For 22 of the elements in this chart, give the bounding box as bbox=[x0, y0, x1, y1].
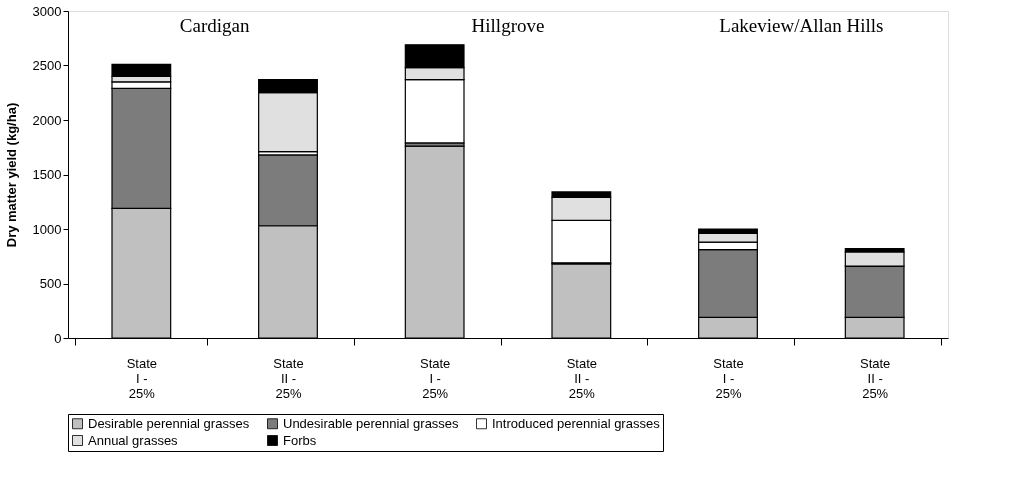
y-tick-label: 3000 bbox=[32, 3, 62, 19]
annotation: Hillgrove bbox=[471, 15, 545, 36]
y-tick-label: 1500 bbox=[32, 167, 62, 182]
x-tick-label: State I - 25% bbox=[419, 355, 451, 401]
y-tick-label: 500 bbox=[39, 276, 62, 291]
legend-label: Desirable perennial grasses bbox=[88, 415, 250, 431]
x-tick-label: State II - 25% bbox=[859, 355, 891, 401]
legend-label: Forbs bbox=[283, 432, 317, 448]
annotation: Lakeview/Allan Hills bbox=[719, 15, 884, 36]
y-tick-label: 0 bbox=[54, 330, 62, 346]
x-tick-label: State II - 25% bbox=[273, 355, 304, 401]
legend-label: Undesirable perennial grasses bbox=[283, 415, 460, 431]
x-tick-label: State I - 25% bbox=[126, 355, 158, 401]
x-tick-label: State II - 25% bbox=[566, 355, 598, 401]
legend-label: Annual grasses bbox=[88, 432, 179, 448]
y-tick-label: 1000 bbox=[32, 221, 62, 237]
y-tick-label: 2000 bbox=[32, 112, 62, 128]
x-tick-label: State I - 25% bbox=[713, 355, 744, 401]
legend-label: Introduced perennial grasses bbox=[492, 415, 661, 431]
y-axis-title: Dry matter yield (kg/ha) bbox=[3, 102, 19, 248]
annotation: Cardigan bbox=[179, 15, 250, 36]
y-tick-label: 2500 bbox=[32, 58, 62, 73]
